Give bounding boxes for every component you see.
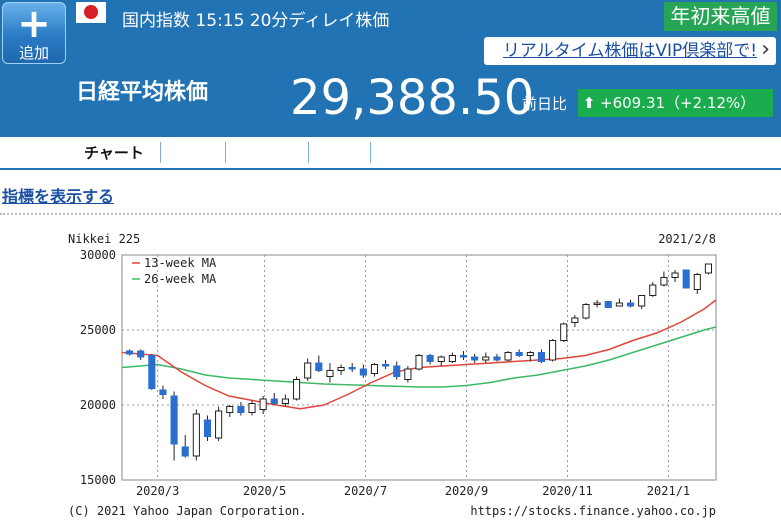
candle-body [571,317,579,323]
price-change-value: +609.31（+2.12%） [600,94,756,112]
candle-body [270,398,278,404]
candle-body [148,355,156,389]
candle-body [704,263,712,274]
candle-body [437,356,445,362]
candle-body [170,395,178,445]
candle-body [237,406,245,413]
candle-body [693,274,701,290]
candle-body [370,364,379,374]
candle-body [348,367,356,370]
candle-body [281,398,289,404]
candle-body [593,302,601,305]
quote-header: + 追加 国内指数 15:15 20分ディレイ株価 年初来高値 リアルタイム株価… [0,0,781,168]
x-tick-label: 2020/7 [344,484,387,498]
candle-body [181,446,189,457]
candle-body [448,355,456,362]
candle-body [638,295,646,307]
candle-body [537,352,546,362]
y-tick-label: 25000 [80,323,116,337]
candle-body [626,302,635,307]
market-info: 国内指数 15:15 20分ディレイ株価 [122,11,390,31]
candle-body [404,368,412,380]
x-tick-label: 2020/3 [136,484,179,498]
candle-body [359,368,367,376]
x-tick-label: 2020/11 [542,484,593,498]
candle-body [582,304,590,319]
candle-body [215,410,223,439]
candle-body [649,284,657,296]
candle-body [493,356,501,361]
candle-body [615,302,623,307]
candle-body [482,356,490,361]
arrow-up-icon: ⬆ [582,94,596,112]
x-tick-label: 2021/1 [647,484,690,498]
candle-body [292,379,301,400]
candle-body [304,362,312,379]
add-to-portfolio-button[interactable]: + 追加 [2,2,66,64]
candle-body [259,398,267,410]
candle-body [126,350,134,355]
prev-day-label: 前日比 [522,95,568,113]
chart-footer-left: (C) 2021 Yahoo Japan Corporation. [68,504,306,518]
candle-body [682,269,690,289]
candle-body [604,301,612,308]
japan-flag-icon [76,2,106,23]
candle-body [549,340,557,361]
tab-details[interactable]: 詳細情報 [5,144,66,162]
candle-body [315,362,323,371]
chart-title-left: Nikkei 225 [68,232,140,246]
candle-body [415,355,423,370]
candle-body [382,364,390,367]
index-name: 日経平均株価 [76,80,209,105]
tab-news[interactable]: ニュース [225,142,291,163]
tab-asia-oceania[interactable]: アジア・オセアニアの指数 [370,142,556,163]
candle-body [393,365,401,377]
candle-body [471,356,479,361]
current-price: 29,388.50 [290,70,535,126]
vip-club-link[interactable]: リアルタイム株価はVIP倶楽部で! [484,36,776,65]
ma26-line [121,326,717,388]
legend-13-week-ma: 13-week MA [144,256,217,270]
candle-body [203,419,212,437]
candle-body [459,355,468,358]
candle-body [248,403,256,413]
tab-bar: 詳細情報 チャート 時系列 ニュース 掲示板 アジア・オセアニアの指数 [0,138,781,168]
tab-chart[interactable]: チャート [74,138,154,168]
x-tick-label: 2020/5 [243,484,286,498]
price-change: ⬆ +609.31（+2.12%） [578,89,773,117]
candle-body [560,323,568,341]
divider [0,213,781,215]
plus-icon: + [17,1,51,47]
y-tick-label: 15000 [80,473,116,487]
chart-footer-right: https://stocks.finance.yahoo.co.jp [470,504,716,518]
candle-body [515,352,523,356]
y-tick-label: 20000 [80,398,116,412]
candle-body [426,355,434,362]
tab-timeseries[interactable]: 時系列 [160,142,212,163]
nikkei-chart: 15000 20000 25000 30000 2020/3 2020/5 2020/7 20… [68,232,717,518]
tabs-underline [0,168,781,170]
candle-body [226,406,234,413]
candle-body [326,370,334,377]
x-tick-label: 2020/9 [445,484,488,498]
chart-title-right: 2021/2/8 [658,232,716,246]
candle-body [337,367,345,371]
tab-board[interactable]: 掲示板 [308,142,360,163]
candle-body [526,352,534,356]
candle-body [159,389,167,395]
y-tick-label: 30000 [80,248,116,262]
ma13-line [121,299,717,410]
candle-body [192,413,200,457]
candle-body [660,277,668,286]
candle-body [671,272,679,278]
candle-body [137,350,145,358]
show-indicators-link[interactable]: 指標を表示する [2,187,115,206]
candle-body [504,352,512,361]
ytd-high-badge: 年初来高値 [664,2,777,31]
add-button-label: 追加 [18,44,49,62]
legend-26-week-ma: 26-week MA [144,272,217,286]
